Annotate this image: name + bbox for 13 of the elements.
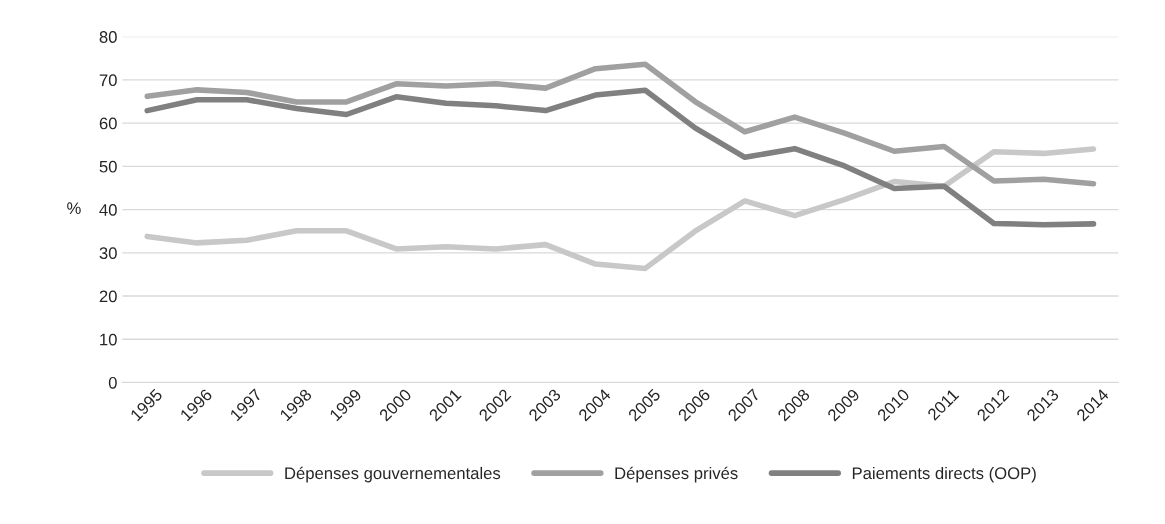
y-tick-label: 40 bbox=[99, 204, 117, 216]
y-tick-label: 0 bbox=[108, 376, 117, 389]
y-tick-label: 20 bbox=[99, 290, 117, 303]
y-tick-label: 80 bbox=[99, 31, 117, 43]
y-tick-label: 60 bbox=[99, 117, 117, 130]
legend-label: Dépenses gouvernementales bbox=[285, 466, 501, 483]
y-tick-label: 10 bbox=[100, 333, 117, 346]
legend-label: Dépenses privés bbox=[615, 466, 738, 483]
y-axis-title: % bbox=[67, 202, 81, 215]
legend-label: Paiements directs (OOP) bbox=[852, 466, 1036, 483]
y-tick-label: 30 bbox=[99, 247, 117, 260]
y-tick-label: 50 bbox=[99, 160, 117, 173]
y-tick-label: 70 bbox=[99, 74, 117, 87]
